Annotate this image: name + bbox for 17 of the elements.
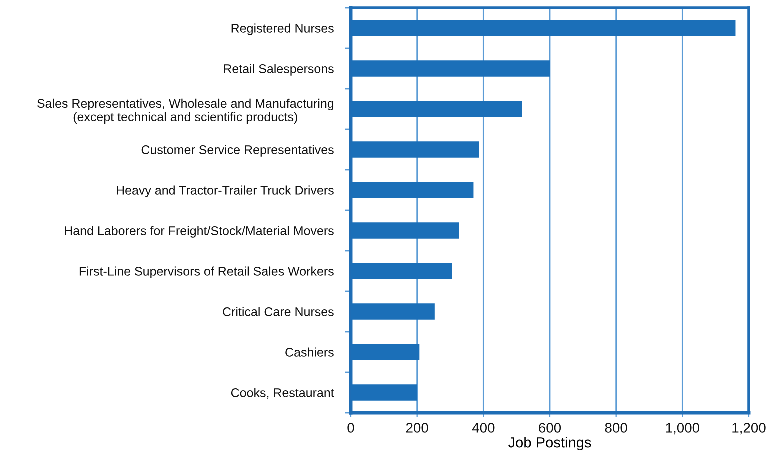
x-tick-label: 0 (348, 423, 354, 433)
x-tick-label: 1,000 (666, 423, 700, 435)
y-tick-label: Critical Care Nurses (223, 307, 334, 316)
y-tick-label: Hand Laborers for Freight/Stock/Material Movers (65, 226, 334, 238)
y-tick-label: Customer Service Representatives (142, 145, 334, 157)
y-tick-label: Registered Nurses (232, 24, 334, 36)
x-tick-label: 200 (406, 423, 428, 433)
y-tick-label: Heavy and Tractor-Trailer Truck Drivers (117, 186, 334, 198)
y-tick-label: First-Line Supervisors of Retail Sales Workers (80, 266, 334, 278)
x-tick-label: 1,200 (732, 423, 766, 435)
x-tick-label: 800 (605, 423, 628, 433)
y-tick-label: Retail Salespersons (224, 64, 334, 76)
x-tick-label: 400 (472, 423, 495, 433)
y-tick-label: Sales Representatives, Wholesale and Manufacturing (except technical and scientific products) (38, 98, 334, 124)
y-tick-label: Cashiers (286, 348, 334, 357)
y-tick-label: Cooks, Restaurant (231, 388, 334, 399)
x-tick-label: 600 (539, 423, 562, 433)
